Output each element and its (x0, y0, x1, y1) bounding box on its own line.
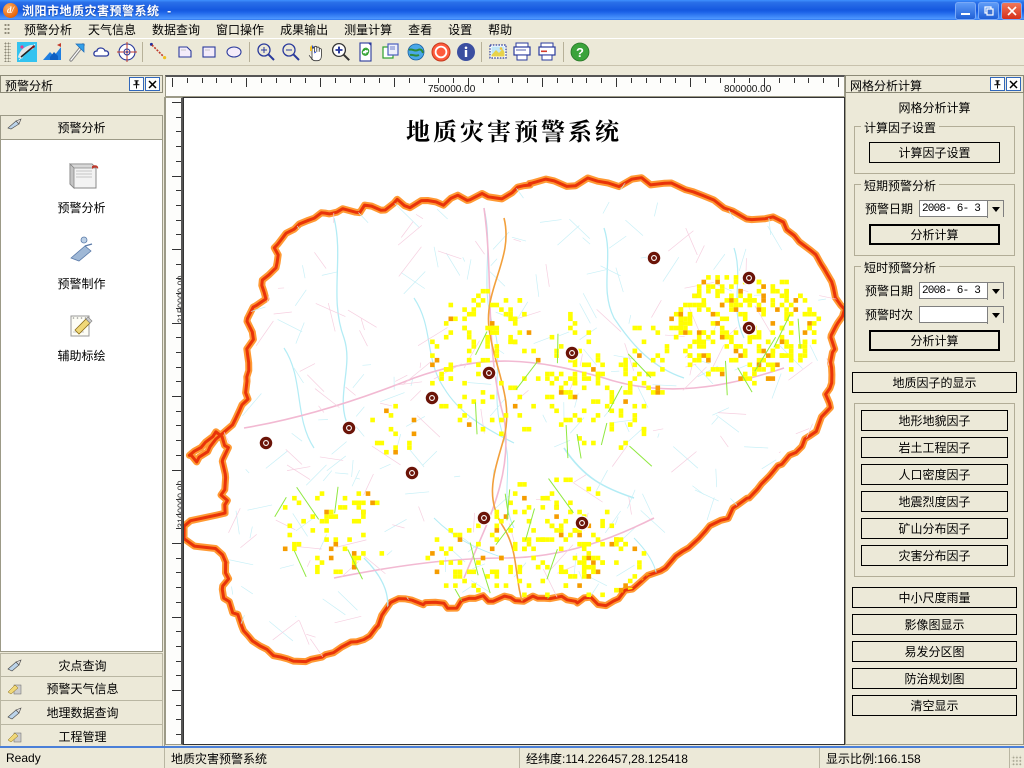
svg-text:?: ? (576, 45, 584, 60)
